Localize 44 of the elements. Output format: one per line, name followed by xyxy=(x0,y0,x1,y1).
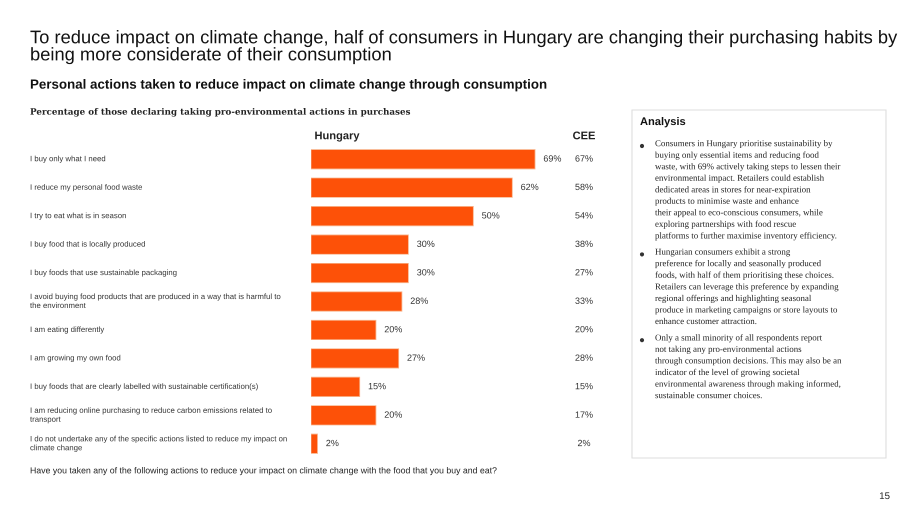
data-label: 30% xyxy=(417,240,434,248)
text: 38% xyxy=(575,240,593,248)
text: CEE xyxy=(573,132,595,140)
bar xyxy=(311,434,318,454)
data-label: 30% xyxy=(417,269,434,276)
text: Hungarian consumers exhibit a strong preference for locally and seasonally produced foods, with half of them prioritising these choices. Retailers can leverage this preference by expanding regional offerings and highlighting seasonal produce in marketing campaigns or store layouts to enhance customer attraction. xyxy=(655,248,838,324)
bar xyxy=(311,178,513,198)
text: 20% xyxy=(575,326,593,332)
chart-title: To reduce impact on climate change, half of consumers in Hungary are changing their purchasing habits by being more considerate of their consumption xyxy=(30,30,898,64)
text: 67% xyxy=(575,155,593,162)
text: 27% xyxy=(575,269,593,276)
text: Analysis xyxy=(640,117,686,128)
text: 58% xyxy=(575,184,593,190)
text: Percentage of those declaring taking pro-environmental actions in purchases xyxy=(30,108,410,117)
bar xyxy=(311,262,409,284)
data-label: 50% xyxy=(482,212,500,219)
text: Consumers in Hungary prioritise sustainability by buying only essential items and reducing food waste, with 69% actively taking steps to lessen their environmental impact. Retailers could establish dedicated areas in stores for near-expiration products to minimise waste and enhance their appeal to eco-conscious consumers, while exploring partnerships with food rescue platforms to further maximise inventory efficiency. xyxy=(655,140,840,240)
data-label: 27% xyxy=(407,354,425,361)
data-label: 20% xyxy=(384,411,402,418)
chart-subtitle: Personal actions taken to reduce impact on climate change through consumption xyxy=(30,79,546,92)
bar xyxy=(311,149,536,170)
text: Have you taken any of the following actions to reduce your impact on climate change with the food that you buy and eat? xyxy=(30,467,497,476)
bar xyxy=(311,376,360,397)
bar xyxy=(311,234,409,255)
text: 28% xyxy=(575,354,593,361)
bar xyxy=(311,320,376,340)
data-label: 62% xyxy=(521,184,538,190)
bar xyxy=(311,291,402,312)
data-label: 28% xyxy=(410,298,428,304)
bar xyxy=(311,348,400,369)
text: 33% xyxy=(575,298,593,304)
bar xyxy=(311,206,474,226)
data-label: 2% xyxy=(326,440,339,446)
data-label: 69% xyxy=(544,155,562,162)
data-label: 15% xyxy=(368,382,386,390)
text: 17% xyxy=(576,411,593,418)
text: 15 xyxy=(880,492,890,500)
text: 54% xyxy=(575,212,593,219)
series-label: Hungary xyxy=(315,132,360,142)
text: 2% xyxy=(578,440,590,446)
bar xyxy=(311,405,376,426)
text: 15% xyxy=(576,382,593,390)
data-label: 20% xyxy=(384,326,402,332)
text: Only a small minority of all respondents report not taking any pro-environmental actions through consumption decisions. This may also be an indicator of the level of growing societal environmental awareness through making informed, sustainable consumer choices. xyxy=(655,334,842,398)
